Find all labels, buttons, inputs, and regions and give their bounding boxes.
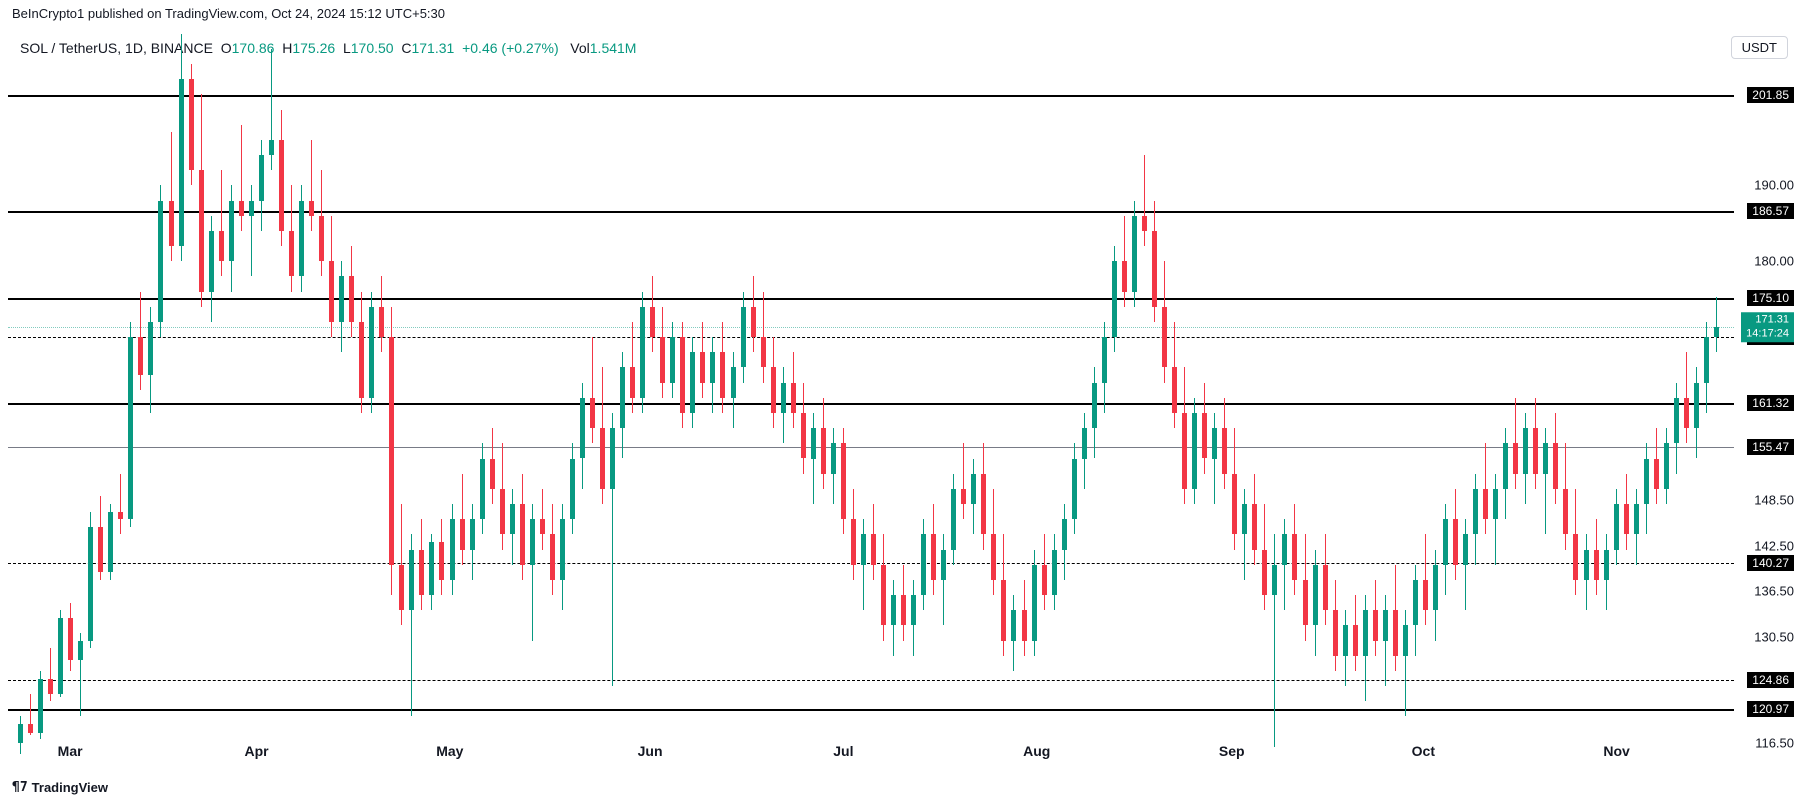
price-axis[interactable]: 190.00180.00148.50142.50136.50130.50116.… <box>1734 64 1804 743</box>
price-level-label: 155.47 <box>1747 439 1794 455</box>
tradingview-label: TradingView <box>32 780 108 795</box>
price-tick: 190.00 <box>1754 178 1794 193</box>
price-tick: 136.50 <box>1754 584 1794 599</box>
horizontal-level-line <box>8 680 1734 681</box>
horizontal-level-line <box>8 298 1734 300</box>
ohlc-high: 175.26 <box>292 40 335 56</box>
price-tick: 180.00 <box>1754 254 1794 269</box>
horizontal-level-line <box>8 709 1734 711</box>
price-level-label: 201.85 <box>1747 87 1794 103</box>
current-price-label: 171.3114:17:24 <box>1741 312 1794 342</box>
time-tick: Apr <box>244 743 268 759</box>
tradingview-logo-icon: ¶7 <box>12 780 28 795</box>
price-level-label: 161.32 <box>1747 395 1794 411</box>
vol-label: Vol <box>570 40 589 56</box>
horizontal-level-line <box>8 337 1734 338</box>
time-tick: Jul <box>833 743 853 759</box>
price-level-label: 140.27 <box>1747 555 1794 571</box>
time-tick: Aug <box>1023 743 1050 759</box>
time-tick: Oct <box>1412 743 1435 759</box>
horizontal-level-line <box>8 95 1734 97</box>
ohlc-pct: (+0.27%) <box>501 40 558 56</box>
price-level-label: 124.86 <box>1747 672 1794 688</box>
current-price-line <box>8 327 1734 328</box>
horizontal-level-line <box>8 403 1734 405</box>
price-level-label: 120.97 <box>1747 701 1794 717</box>
time-tick: Nov <box>1603 743 1629 759</box>
time-tick: May <box>436 743 463 759</box>
price-tick: 148.50 <box>1754 493 1794 508</box>
attribution-text: BeInCrypto1 published on TradingView.com… <box>12 6 445 21</box>
tradingview-footer: ¶7 TradingView <box>12 780 108 795</box>
time-axis[interactable]: Mar Apr May Jun Jul Aug Sep Oct Nov <box>8 743 1734 767</box>
time-tick: Mar <box>58 743 83 759</box>
horizontal-level-line <box>8 447 1734 448</box>
price-tick: 130.50 <box>1754 629 1794 644</box>
symbol-info-bar: SOL / TetherUS, 1D, BINANCE O170.86 H175… <box>20 40 636 56</box>
time-tick: Jun <box>638 743 663 759</box>
ohlc-close: 171.31 <box>411 40 454 56</box>
price-tick: 142.50 <box>1754 538 1794 553</box>
symbol-pair: SOL / TetherUS, 1D, BINANCE <box>20 40 213 56</box>
ohlc-low: 170.50 <box>351 40 394 56</box>
horizontal-level-line <box>8 211 1734 213</box>
ohlc-open: 170.86 <box>232 40 275 56</box>
currency-badge[interactable]: USDT <box>1731 36 1788 59</box>
ohlc-change: +0.46 <box>462 40 497 56</box>
time-tick: Sep <box>1219 743 1245 759</box>
vol-value: 1.541M <box>590 40 637 56</box>
price-level-label: 175.10 <box>1747 290 1794 306</box>
price-tick: 116.50 <box>1755 736 1794 751</box>
candlestick-chart[interactable] <box>8 64 1734 743</box>
price-level-label: 186.57 <box>1747 203 1794 219</box>
